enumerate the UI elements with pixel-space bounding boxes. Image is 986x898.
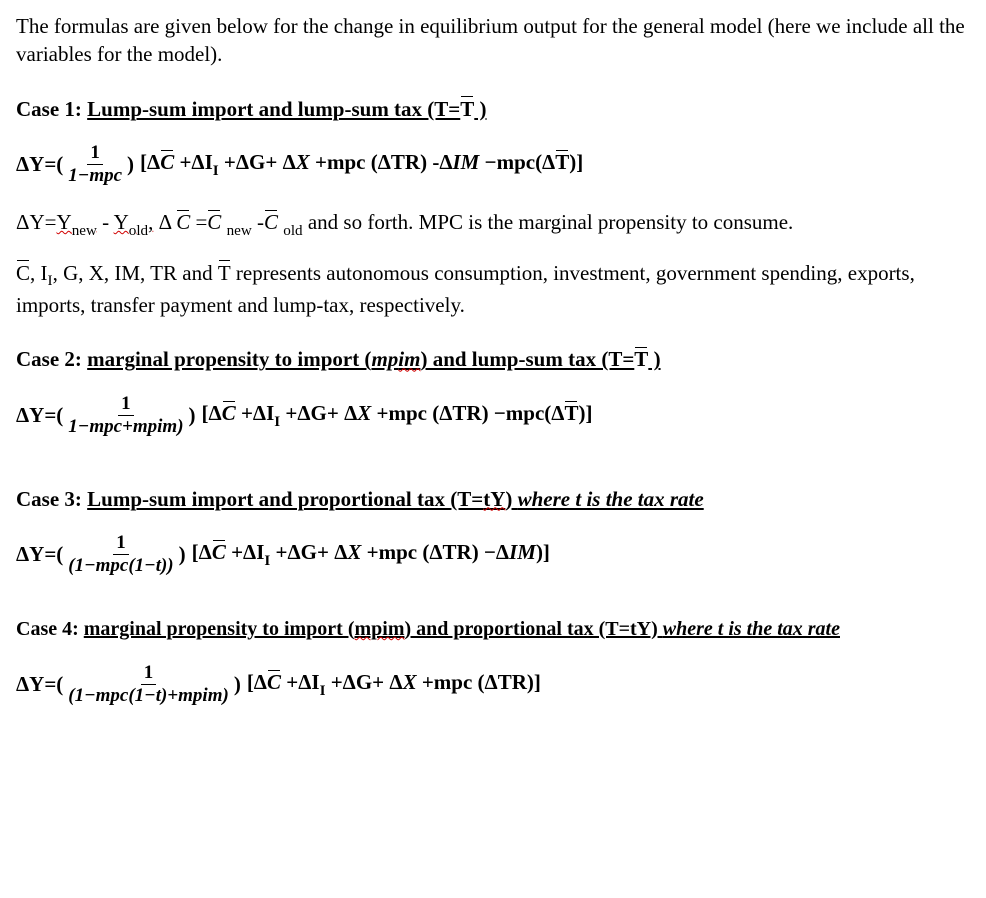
case2-frac-den: 1−mpc+mpim) [65,416,186,437]
case4-heading-prefix: Case 4: [16,618,84,640]
case4-bracket: [ΔC +ΔII +ΔG+ ΔX +mpc (ΔTR)] [247,668,541,701]
case3-heading-prefix: Case 3: [16,487,87,511]
case1-notes1: ΔY=Ynew - Yold, Δ C =C new -C old and so… [16,208,970,241]
case3-frac-den: (1−mpc(1−t)) [65,555,176,576]
case1-heading: Case 1: Lump-sum import and lump-sum tax… [16,95,970,123]
case3-heading-title: Lump-sum import and proportional tax (T=… [87,487,704,511]
case1-heading-prefix: Case 1: [16,97,87,121]
case1-multiplier: 1 1−mpc [63,143,127,186]
case3-lhs: ΔY=( [16,540,63,568]
case4-frac-num: 1 [141,663,157,685]
case2-lhs: ΔY=( [16,401,63,429]
case4-multiplier: 1 (1−mpc(1−t)+mpim) [63,663,234,706]
case4-heading: Case 4: marginal propensity to import (m… [16,616,970,643]
case1-notes2: C, II, G, X, IM, TR and T represents aut… [16,259,970,320]
case2-multiplier: 1 1−mpc+mpim) [63,394,188,437]
case2-fraction: 1 1−mpc+mpim) [65,394,186,437]
case1-bracket: [ΔC +ΔII +ΔG+ ΔX +mpc (ΔTR) -ΔIM −mpc(ΔT… [140,148,583,181]
case4-frac-den: (1−mpc(1−t)+mpim) [65,685,232,706]
case2-frac-num: 1 [118,394,134,416]
case1-frac-den: 1−mpc [65,165,125,186]
case3-heading: Case 3: Lump-sum import and proportional… [16,485,970,513]
case3-formula: ΔY=( 1 (1−mpc(1−t)) ) [ΔC +ΔII +ΔG+ ΔX +… [16,533,970,576]
case4-fraction: 1 (1−mpc(1−t)+mpim) [65,663,232,706]
case2-heading: Case 2: marginal propensity to import (m… [16,345,970,373]
case3-fraction: 1 (1−mpc(1−t)) [65,533,176,576]
case3-after-frac: ) [179,540,186,568]
case4-formula: ΔY=( 1 (1−mpc(1−t)+mpim) ) [ΔC +ΔII +ΔG+… [16,663,970,706]
case4-lhs: ΔY=( [16,670,63,698]
case1-after-frac: ) [127,150,134,178]
case1-heading-title: Lump-sum import and lump-sum tax (T=T ) [87,97,486,121]
case2-heading-title: marginal propensity to import (mpim) and… [87,347,660,371]
case2-after-frac: ) [189,401,196,429]
case1-fraction: 1 1−mpc [65,143,125,186]
case2-bracket: [ΔC +ΔII +ΔG+ ΔX +mpc (ΔTR) −mpc(ΔT)] [202,399,593,432]
case4-heading-title: marginal propensity to import (mpim) and… [84,618,840,640]
case2-heading-prefix: Case 2: [16,347,87,371]
case3-bracket: [ΔC +ΔII +ΔG+ ΔX +mpc (ΔTR) −ΔIM)] [192,538,550,571]
case4-after-frac: ) [234,670,241,698]
case3-frac-num: 1 [113,533,129,555]
intro-paragraph: The formulas are given below for the cha… [16,12,970,69]
case2-formula: ΔY=( 1 1−mpc+mpim) ) [ΔC +ΔII +ΔG+ ΔX +m… [16,394,970,437]
case1-frac-num: 1 [87,143,103,165]
case1-formula: ΔY=( 1 1−mpc ) [ΔC +ΔII +ΔG+ ΔX +mpc (ΔT… [16,143,970,186]
case1-lhs: ΔY=( [16,150,63,178]
case3-multiplier: 1 (1−mpc(1−t)) [63,533,178,576]
